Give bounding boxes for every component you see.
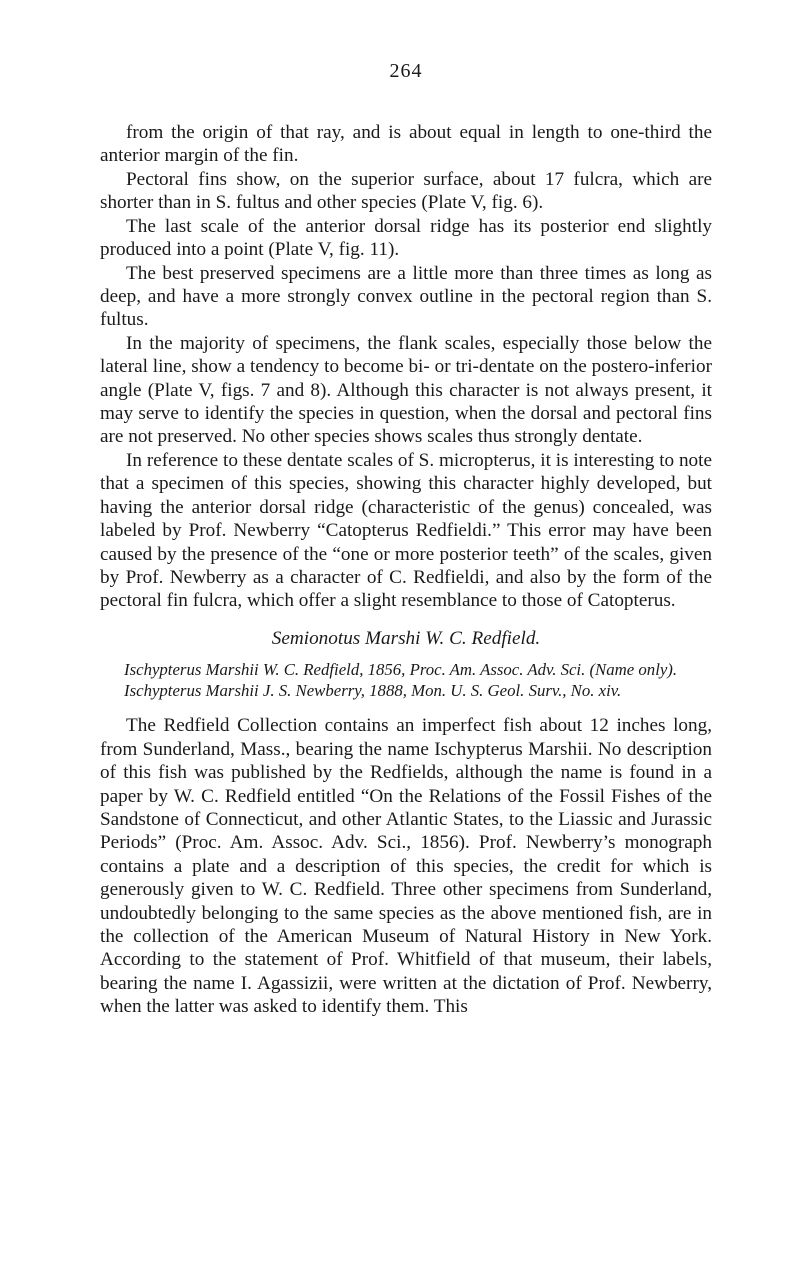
page-body: 264 from the origin of that ray, and is … xyxy=(0,0,800,1059)
section-title: Semionotus Marshi W. C. Redfield. xyxy=(100,627,712,650)
paragraph-7: The Redfield Collection contains an impe… xyxy=(100,714,712,1018)
section-title-italic: Semionotus Marshi W. C. Redfield. xyxy=(272,628,540,649)
citation-2: Ischypterus Marshii J. S. Newberry, 1888… xyxy=(100,681,712,702)
paragraph-1: from the origin of that ray, and is abou… xyxy=(100,121,712,168)
paragraph-6: In reference to these dentate scales of … xyxy=(100,449,712,613)
paragraph-3: The last scale of the anterior dorsal ri… xyxy=(100,215,712,262)
citation-1-text: Ischypterus Marshii W. C. Redfield, 1856… xyxy=(124,660,677,679)
citation-2-text: Ischypterus Marshii J. S. Newberry, 1888… xyxy=(124,681,621,700)
paragraph-4: The best preserved specimens are a littl… xyxy=(100,262,712,332)
paragraph-5: In the majority of specimens, the flank … xyxy=(100,332,712,449)
citation-1: Ischypterus Marshii W. C. Redfield, 1856… xyxy=(100,660,712,681)
page-number: 264 xyxy=(100,60,712,83)
paragraph-2: Pectoral fins show, on the superior surf… xyxy=(100,168,712,215)
